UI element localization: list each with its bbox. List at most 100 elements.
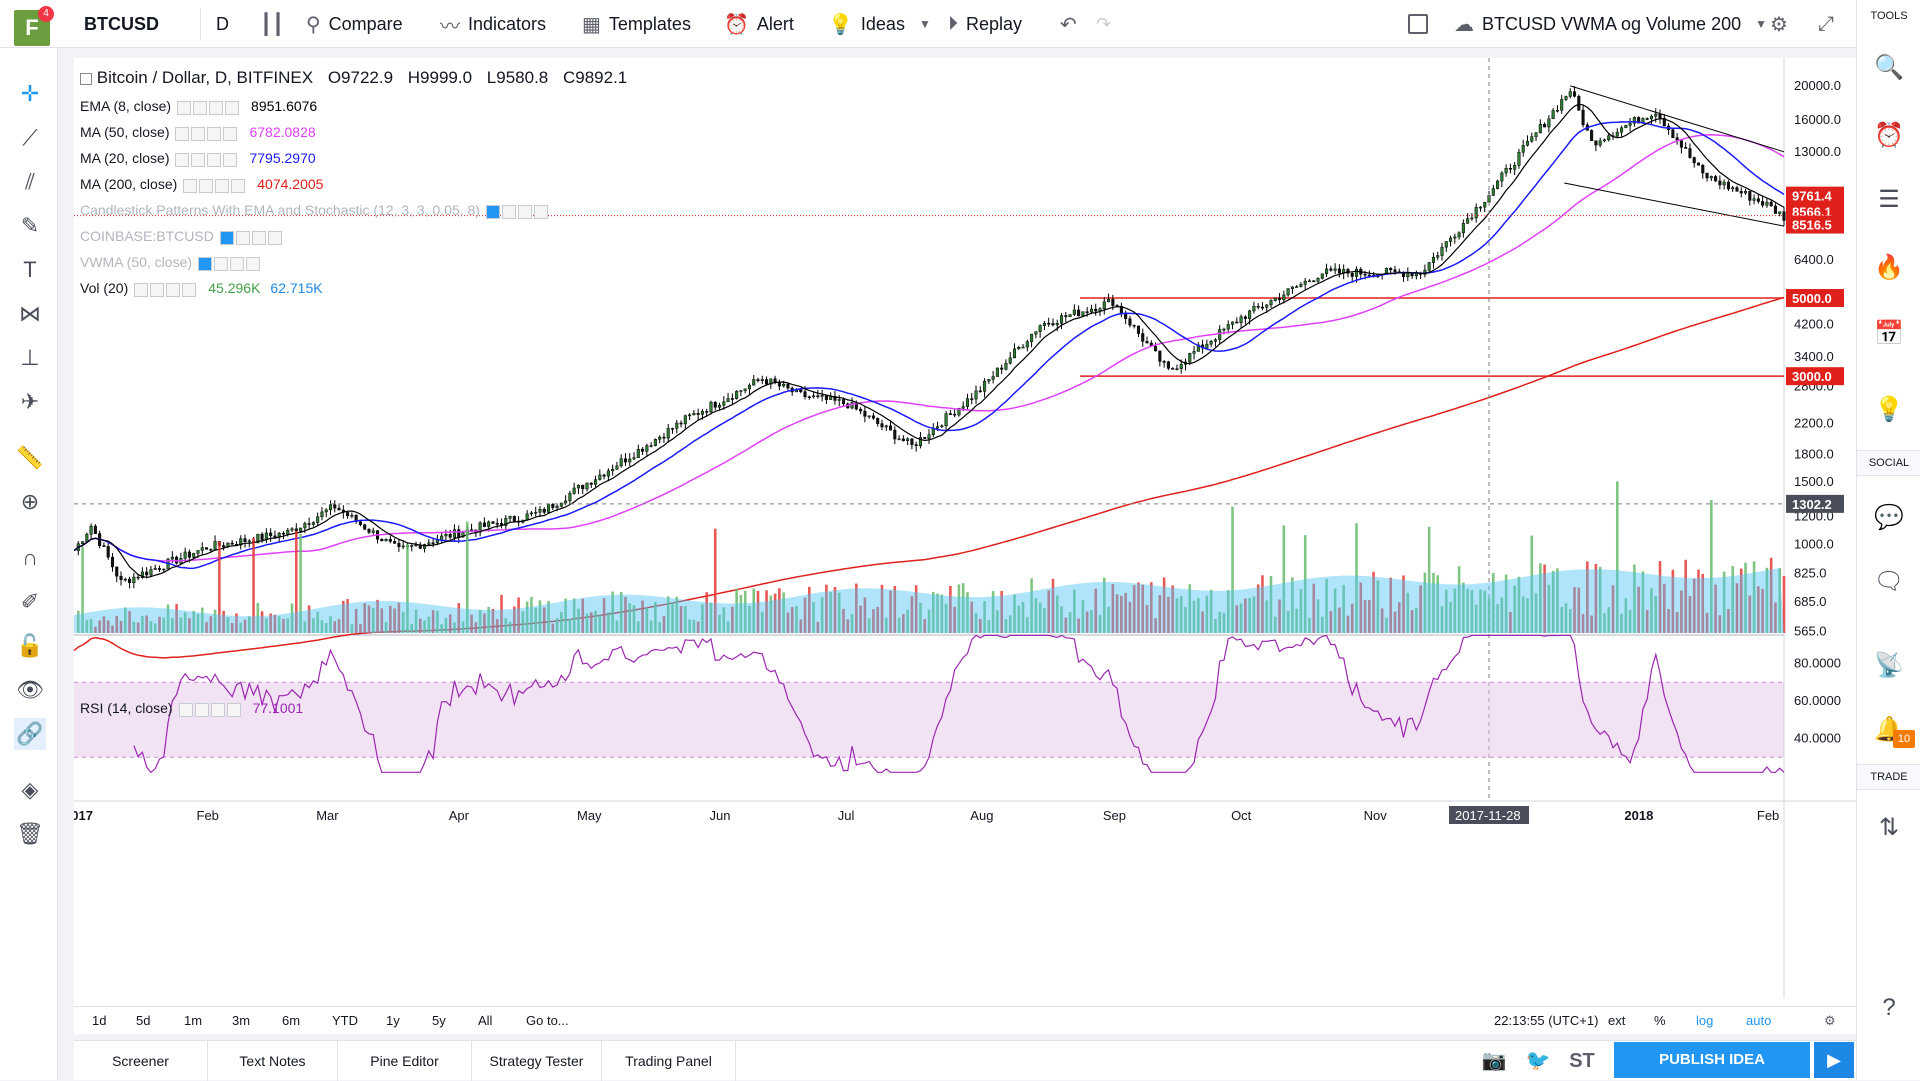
ma200-legend[interactable]: MA (200, close) 4074.2005 xyxy=(80,176,323,194)
fib-icon[interactable]: ⫽ xyxy=(25,169,35,194)
tab-trading-panel[interactable]: Trading Panel xyxy=(602,1041,736,1081)
measure-icon[interactable]: ⊥ xyxy=(20,345,40,370)
legend-controls[interactable] xyxy=(175,151,239,168)
undo-button[interactable]: ↶ xyxy=(1060,0,1085,48)
text-icon[interactable]: T xyxy=(23,257,37,282)
range-all[interactable]: All xyxy=(478,1013,493,1028)
hotlist-icon[interactable]: 🔥 xyxy=(1874,254,1904,281)
trash-icon[interactable]: 🗑 xyxy=(16,821,44,846)
range-1y[interactable]: 1y xyxy=(386,1013,400,1028)
symbol-search[interactable]: BTCUSD xyxy=(84,0,159,48)
range-1m[interactable]: 1m xyxy=(184,1013,203,1028)
chart-canvas[interactable]: 20000.0 16000.0 13000.0 6400.0 4200.0 3400.0 2… xyxy=(64,58,1856,1006)
templates-button[interactable]: ▦ Templates xyxy=(582,0,691,48)
camera-icon[interactable]: 📷 xyxy=(1481,1050,1507,1072)
legend-controls[interactable] xyxy=(485,203,550,220)
range-ytd[interactable]: YTD xyxy=(332,1013,358,1028)
collapse-icon[interactable] xyxy=(80,72,92,85)
calendar-icon[interactable]: 📅 xyxy=(1874,320,1904,347)
pattern-icon[interactable]: ⋈ xyxy=(19,301,41,326)
fullscreen-toggle[interactable] xyxy=(1408,0,1428,48)
ideas-stream-icon[interactable]: 💡 xyxy=(1874,396,1904,423)
ext-toggle[interactable]: ext xyxy=(1608,1013,1626,1028)
replay-button[interactable]: ⏵ Replay xyxy=(948,0,1022,48)
ruler-icon[interactable]: 📏 xyxy=(16,445,44,470)
link-icon[interactable]: 🔗 xyxy=(14,718,46,750)
layout-button[interactable]: ☁ BTCUSD VWMA og Volume 200 ▼ xyxy=(1454,0,1767,48)
alarm-clock-icon[interactable]: ⏰ xyxy=(1874,122,1904,149)
twitter-icon[interactable]: 🐦 xyxy=(1525,1050,1551,1072)
candle-body xyxy=(196,550,200,554)
range-5d[interactable]: 5d xyxy=(136,1013,151,1028)
compare-button[interactable]: ⚲ Compare xyxy=(306,0,403,48)
play-icon[interactable]: ▶ xyxy=(1814,1042,1854,1078)
coinbase-legend[interactable]: COINBASE:BTCUSD xyxy=(80,228,284,246)
legend-controls[interactable] xyxy=(177,99,241,116)
publish-idea-button[interactable]: PUBLISH IDEA xyxy=(1614,1042,1810,1078)
watchlist-icon[interactable]: 🔍 xyxy=(1874,54,1904,81)
candle-patterns-legend[interactable]: Candlestick Patterns With EMA and Stocha… xyxy=(80,202,550,220)
legend-controls[interactable] xyxy=(178,701,243,718)
legend-controls[interactable] xyxy=(198,255,262,272)
volume-bar xyxy=(363,603,366,633)
lock-drawings-icon[interactable]: ✐ xyxy=(20,589,40,614)
range-5y[interactable]: 5y xyxy=(432,1013,446,1028)
redo-button[interactable]: ↷ xyxy=(1096,0,1111,48)
volume-legend[interactable]: Vol (20) 45.296K 62.715K xyxy=(80,280,323,298)
volume-bar xyxy=(1419,585,1422,633)
candle-body xyxy=(670,428,675,430)
range-3m[interactable]: 3m xyxy=(232,1013,251,1028)
candle-body xyxy=(653,439,657,446)
magnet-icon[interactable]: ∩ xyxy=(22,545,38,570)
stocktwits-icon[interactable]: ST xyxy=(1569,1050,1595,1072)
private-chat-icon[interactable]: 🗨 xyxy=(1873,568,1905,595)
expand-button[interactable]: ⤢ xyxy=(1818,0,1842,48)
vwma-legend[interactable]: VWMA (50, close) xyxy=(80,254,262,272)
streams-icon[interactable]: 📡 xyxy=(1874,652,1904,679)
candle-body xyxy=(1124,313,1128,319)
log-toggle[interactable]: log xyxy=(1696,1013,1714,1028)
help-icon[interactable]: ? xyxy=(1882,994,1896,1021)
percent-toggle[interactable]: % xyxy=(1654,1013,1666,1028)
trend-line-icon[interactable]: ⟋ xyxy=(22,125,38,150)
tab-text-notes[interactable]: Text Notes xyxy=(208,1041,338,1081)
ma50-legend[interactable]: MA (50, close) 6782.0828 xyxy=(80,124,316,142)
range-6m[interactable]: 6m xyxy=(282,1013,301,1028)
zoom-icon[interactable]: ⊕ xyxy=(20,489,40,514)
settings-button[interactable]: ⚙ xyxy=(1770,0,1796,48)
candle-body xyxy=(153,568,157,570)
ma20-legend[interactable]: MA (20, close) 7795.2970 xyxy=(80,150,316,168)
tab-strategy-tester[interactable]: Strategy Tester xyxy=(472,1041,602,1081)
rsi-legend[interactable]: RSI (14, close) 77.1001 xyxy=(80,700,303,718)
ema-legend[interactable]: EMA (8, close) 8951.6076 xyxy=(80,98,317,116)
legend-controls[interactable] xyxy=(134,281,198,298)
legend-controls[interactable] xyxy=(183,177,247,194)
tab-pine-editor[interactable]: Pine Editor xyxy=(338,1041,472,1081)
layers-icon[interactable]: ◈ xyxy=(21,777,39,802)
price-tick-label: 16000.0 xyxy=(1794,112,1841,127)
volume-bar xyxy=(171,618,174,633)
legend-controls[interactable] xyxy=(175,125,239,142)
eye-icon[interactable]: 👁 xyxy=(16,677,44,702)
ideas-button[interactable]: 💡 Ideas ▼ xyxy=(828,0,931,48)
trading-icon[interactable]: ⇅ xyxy=(1878,814,1900,841)
crosshair-icon[interactable]: ✛ xyxy=(20,81,40,106)
auto-toggle[interactable]: auto xyxy=(1746,1013,1772,1028)
legend-controls[interactable] xyxy=(219,229,284,246)
range-1d[interactable]: 1d xyxy=(92,1013,107,1028)
goto-date[interactable]: Go to... xyxy=(526,1013,569,1028)
gear-icon[interactable]: ⚙ xyxy=(1824,1013,1836,1028)
brush-icon[interactable]: ✎ xyxy=(20,213,40,238)
chart-style-button[interactable]: ┃┃ xyxy=(260,0,292,48)
alert-button[interactable]: ⏰ Alert xyxy=(724,0,794,48)
candle-body xyxy=(991,376,995,380)
tab-screener[interactable]: Screener xyxy=(74,1041,208,1081)
interval-button[interactable]: D xyxy=(216,0,229,48)
list-icon[interactable]: ☰ xyxy=(1878,186,1900,213)
chart-pane[interactable]: 20000.0 16000.0 13000.0 6400.0 4200.0 3400.0 2… xyxy=(64,58,1856,1006)
candle-body xyxy=(1431,256,1435,263)
indicators-button[interactable]: 〰 Indicators xyxy=(440,0,546,48)
forecast-icon[interactable]: ✈ xyxy=(20,389,40,414)
unlock-icon[interactable]: 🔓 xyxy=(16,633,44,658)
chat-icon[interactable]: 💬 xyxy=(1874,504,1904,531)
